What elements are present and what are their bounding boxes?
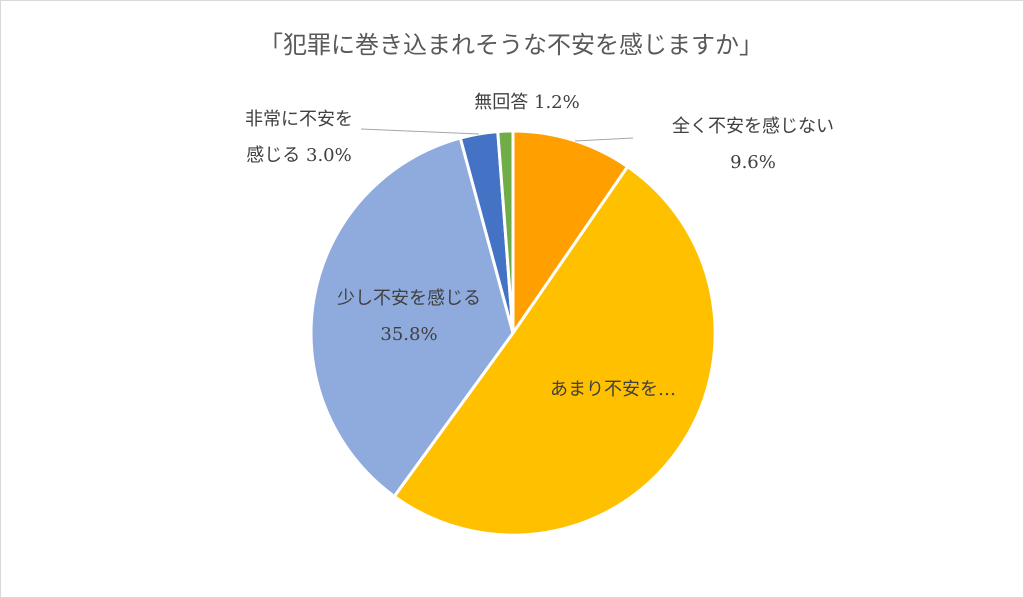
data-label-hijou-1: 感じる 3.0% <box>246 145 351 166</box>
pie-slice-sukoshi <box>309 136 515 499</box>
data-label-mukaitou-0: 無回答 1.2% <box>474 92 579 113</box>
data-label-zenku-0: 全く不安を感じない <box>672 116 834 137</box>
leader-line-hijou <box>360 128 480 135</box>
pie-slice-zenku <box>511 129 630 338</box>
data-label-hijou-0: 非常に不安を <box>245 109 353 130</box>
data-label-zenku-1: 9.6% <box>730 152 776 173</box>
pie-slice-mukaitou <box>496 129 515 334</box>
data-label-sukoshi-1: 35.8% <box>380 324 437 345</box>
slice-labels: 全く不安を感じない 9.6% あまり不安を… 少し不安を感じる 35.8% 非常に不安を感… <box>245 92 834 400</box>
leader-line-zenku <box>574 137 634 142</box>
pie-slices <box>309 129 717 537</box>
pie-slice-amari <box>392 164 717 537</box>
chart-title: 「犯罪に巻き込まれそうな不安を感じますか」 <box>259 31 763 59</box>
data-label-amari-0: あまり不安を… <box>550 379 676 400</box>
data-label-sukoshi-0: 少し不安を感じる <box>337 288 481 309</box>
leader-lines <box>360 128 634 142</box>
